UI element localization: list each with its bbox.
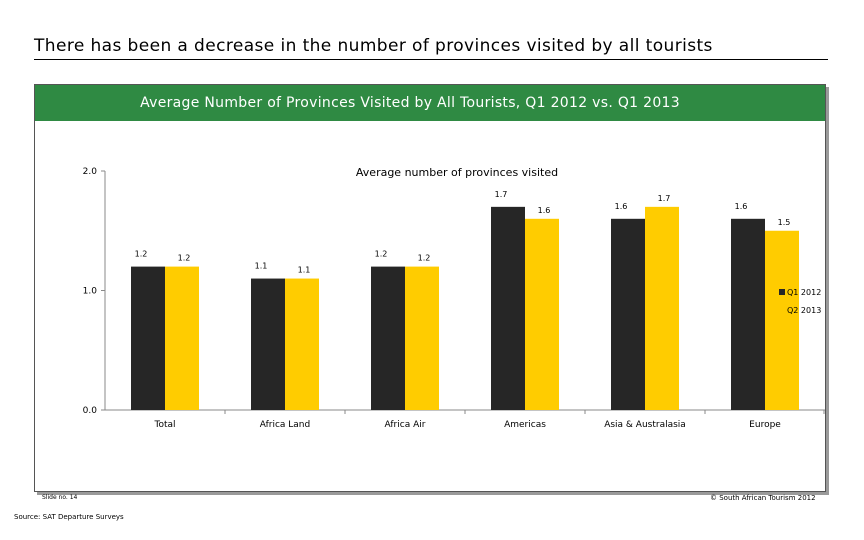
data-label: 1.2: [418, 254, 431, 263]
legend-swatch: [779, 307, 785, 313]
data-label: 1.5: [778, 218, 791, 227]
bar: [405, 266, 439, 410]
bar-chart: Average number of provinces visited 0.0 1.…: [83, 166, 825, 430]
legend-entry: Q2 2013: [787, 306, 821, 315]
bar: [611, 218, 645, 410]
data-label: 1.2: [375, 250, 388, 259]
title-rule: [34, 59, 828, 60]
bar: [251, 278, 285, 410]
data-label: 1.2: [135, 250, 148, 259]
bar: [285, 278, 319, 410]
legend-entry: Q1 2012: [787, 288, 821, 297]
chart-title: Average Number of Provinces Visited by A…: [140, 95, 680, 111]
data-label: 1.7: [658, 194, 671, 203]
data-label: 1.7: [495, 190, 508, 199]
copyright-notice: © South African Tourism 2012: [710, 494, 816, 502]
x-tick-label: Americas: [504, 420, 546, 430]
bar: [491, 206, 525, 410]
x-tick-label: Europe: [749, 420, 781, 430]
slide-number: Slide no. 14: [42, 494, 78, 501]
data-label: 1.6: [538, 206, 551, 215]
chart-title-banner: Average Number of Provinces Visited by A…: [35, 85, 825, 121]
chart-subtitle: Average number of provinces visited: [356, 166, 558, 179]
bar: [525, 218, 559, 410]
y-tick-label: 0.0: [83, 406, 98, 416]
legend-swatch: [779, 289, 785, 295]
data-label: 1.6: [615, 202, 628, 211]
x-tick-label: Total: [153, 420, 175, 430]
data-label: 1.2: [178, 254, 191, 263]
bar: [731, 218, 765, 410]
x-tick-label: Africa Air: [385, 420, 426, 430]
chart-frame: Average Number of Provinces Visited by A…: [34, 84, 826, 492]
y-tick-label: 1.0: [83, 287, 98, 297]
y-tick-label: 2.0: [83, 167, 98, 177]
data-label: 1.1: [298, 266, 311, 275]
bar: [165, 266, 199, 410]
x-tick-label: Africa Land: [260, 420, 310, 430]
data-label: 1.1: [255, 262, 268, 271]
page-title: There has been a decrease in the number …: [34, 36, 713, 56]
bar: [645, 206, 679, 410]
bar: [371, 266, 405, 410]
source-note: Source: SAT Departure Surveys: [14, 513, 124, 521]
bar: [765, 230, 799, 410]
bar: [131, 266, 165, 410]
x-tick-label: Asia & Australasia: [604, 420, 686, 430]
data-label: 1.6: [735, 202, 748, 211]
